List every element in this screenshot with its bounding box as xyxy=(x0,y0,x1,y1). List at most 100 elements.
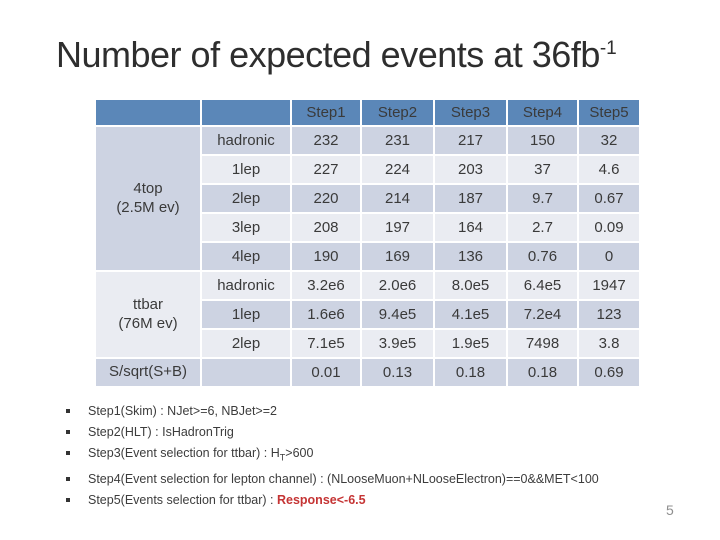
footnote-step5: Step5(Events selection for ttbar) : Resp… xyxy=(64,493,704,507)
table-row: ttbar (76M ev) hadronic 3.2e6 2.0e6 8.0e… xyxy=(96,272,639,357)
table-cell: 164 xyxy=(435,214,506,241)
table-cell: 190 xyxy=(292,243,360,270)
cutflow-table: Step1 Step2 Step3 Step4 Step5 4top (2.5M… xyxy=(94,98,641,388)
table-row: 2lep 220 214 187 9.7 0.67 xyxy=(96,185,639,212)
table-cell: 1.6e6 xyxy=(292,301,360,328)
table-cell: 2.7 xyxy=(508,214,577,241)
table-cell: 203 xyxy=(435,156,506,183)
table-cell: 224 xyxy=(362,156,433,183)
table-cell: 0.76 xyxy=(508,243,577,270)
table-row: 2lep 7.1e5 3.9e5 1.9e5 7498 3.8 xyxy=(96,330,639,357)
table-row: 1lep 227 224 203 37 4.6 xyxy=(96,156,639,183)
table-cell: 187 xyxy=(435,185,506,212)
group-name: ttbar xyxy=(132,295,163,313)
row-label: hadronic xyxy=(202,127,290,154)
footnote-text: Step1(Skim) : NJet>=6, NBJet>=2 xyxy=(88,404,277,418)
table-cell-highlight: 32 xyxy=(579,127,639,154)
table-cell: 7498 xyxy=(508,330,577,357)
header-cell-empty-group xyxy=(96,100,200,125)
table-cell: 7.1e5 xyxy=(292,330,360,357)
footnote-text: >600 xyxy=(285,446,314,460)
header-cell-step1: Step1 xyxy=(292,100,360,125)
table-cell: 214 xyxy=(362,185,433,212)
table-cell: 3.8 xyxy=(579,330,639,357)
group-cell-4top: 4top (2.5M ev) xyxy=(96,127,200,270)
row-label: 1lep xyxy=(202,301,290,328)
table-cell: 4.1e5 xyxy=(435,301,506,328)
group-name: 4top xyxy=(133,179,163,197)
table-row: 1lep 1.6e6 9.4e5 4.1e5 7.2e4 123 xyxy=(96,301,639,328)
table-cell: 0.01 xyxy=(292,359,360,386)
header-cell-step2: Step2 xyxy=(362,100,433,125)
header-cell-step5: Step5 xyxy=(579,100,639,125)
table-cell: 6.4e5 xyxy=(508,272,577,299)
table-cell-highlight: 0.69 xyxy=(579,359,639,386)
footnote-subscript: T xyxy=(279,452,286,463)
table-cell: 3.2e6 xyxy=(292,272,360,299)
page-title-superscript: -1 xyxy=(599,38,617,59)
row-label: 4lep xyxy=(202,243,290,270)
header-cell-empty-channel xyxy=(202,100,290,125)
group-cell-ttbar: ttbar (76M ev) xyxy=(96,272,200,357)
footnote-list: Step1(Skim) : NJet>=6, NBJet>=2 Step2(HL… xyxy=(64,404,704,514)
table-cell: 9.7 xyxy=(508,185,577,212)
table-cell: 208 xyxy=(292,214,360,241)
table-header-row: Step1 Step2 Step3 Step4 Step5 xyxy=(96,100,639,125)
table-cell: 8.0e5 xyxy=(435,272,506,299)
table-row: 4lep 190 169 136 0.76 0 xyxy=(96,243,639,270)
table-cell-highlight: 1947 xyxy=(579,272,639,299)
table-cell: 217 xyxy=(435,127,506,154)
table-cell: 4.6 xyxy=(579,156,639,183)
row-label xyxy=(202,359,290,386)
footnote-step3: Step3(Event selection for ttbar) : HT>60… xyxy=(64,446,704,465)
group-events: (76M ev) xyxy=(118,314,178,332)
table-cell: 232 xyxy=(292,127,360,154)
footnote-step1: Step1(Skim) : NJet>=6, NBJet>=2 xyxy=(64,404,704,418)
table-cell: 197 xyxy=(362,214,433,241)
row-label: 3lep xyxy=(202,214,290,241)
footnote-step4: Step4(Event selection for lepton channel… xyxy=(64,472,704,486)
table-cell: 0.13 xyxy=(362,359,433,386)
table-cell: 0 xyxy=(579,243,639,270)
page-title-text: Number of expected events at 36fb xyxy=(56,34,600,75)
table-cell: 37 xyxy=(508,156,577,183)
table-cell: 1.9e5 xyxy=(435,330,506,357)
table-cell: 123 xyxy=(579,301,639,328)
bullet-icon xyxy=(66,497,70,502)
table-cell: 7.2e4 xyxy=(508,301,577,328)
header-cell-step4: Step4 xyxy=(508,100,577,125)
footnote-text: Step4(Event selection for lepton channel… xyxy=(88,471,599,486)
table-cell: 227 xyxy=(292,156,360,183)
table-cell: 136 xyxy=(435,243,506,270)
group-cell-significance: S/sqrt(S+B) xyxy=(96,359,200,386)
group-name: S/sqrt(S+B) xyxy=(109,363,187,381)
footnote-step2: Step2(HLT) : IsHadronTrig xyxy=(64,425,704,439)
table-cell: 9.4e5 xyxy=(362,301,433,328)
table-cell: 0.09 xyxy=(579,214,639,241)
footnote-highlight: Response<-6.5 xyxy=(276,492,366,507)
bullet-icon xyxy=(66,451,70,455)
table-cell: 3.9e5 xyxy=(362,330,433,357)
table-cell: 169 xyxy=(362,243,433,270)
header-cell-step3: Step3 xyxy=(435,100,506,125)
table-cell: 150 xyxy=(508,127,577,154)
table-row: S/sqrt(S+B) 0.01 0.13 0.18 0.18 0.69 xyxy=(96,359,639,386)
row-label: hadronic xyxy=(202,272,290,299)
table-cell: 0.18 xyxy=(435,359,506,386)
footnote-text: Step5(Events selection for ttbar) : xyxy=(88,492,277,507)
table-cell: 0.67 xyxy=(579,185,639,212)
row-label: 1lep xyxy=(202,156,290,183)
footnote-text: Step3(Event selection for ttbar) : H xyxy=(88,446,280,460)
bullet-icon xyxy=(66,430,70,434)
bullet-icon xyxy=(66,476,70,481)
row-label: 2lep xyxy=(202,330,290,357)
page-number: 5 xyxy=(666,502,674,518)
table-cell: 231 xyxy=(362,127,433,154)
group-events: (2.5M ev) xyxy=(116,198,180,216)
table-row: 3lep 208 197 164 2.7 0.09 xyxy=(96,214,639,241)
table-cell: 2.0e6 xyxy=(362,272,433,299)
table-row: 4top (2.5M ev) hadronic 232 231 217 150 … xyxy=(96,127,639,270)
row-label: 2lep xyxy=(202,185,290,212)
table-cell: 220 xyxy=(292,185,360,212)
table-cell: 0.18 xyxy=(508,359,577,386)
